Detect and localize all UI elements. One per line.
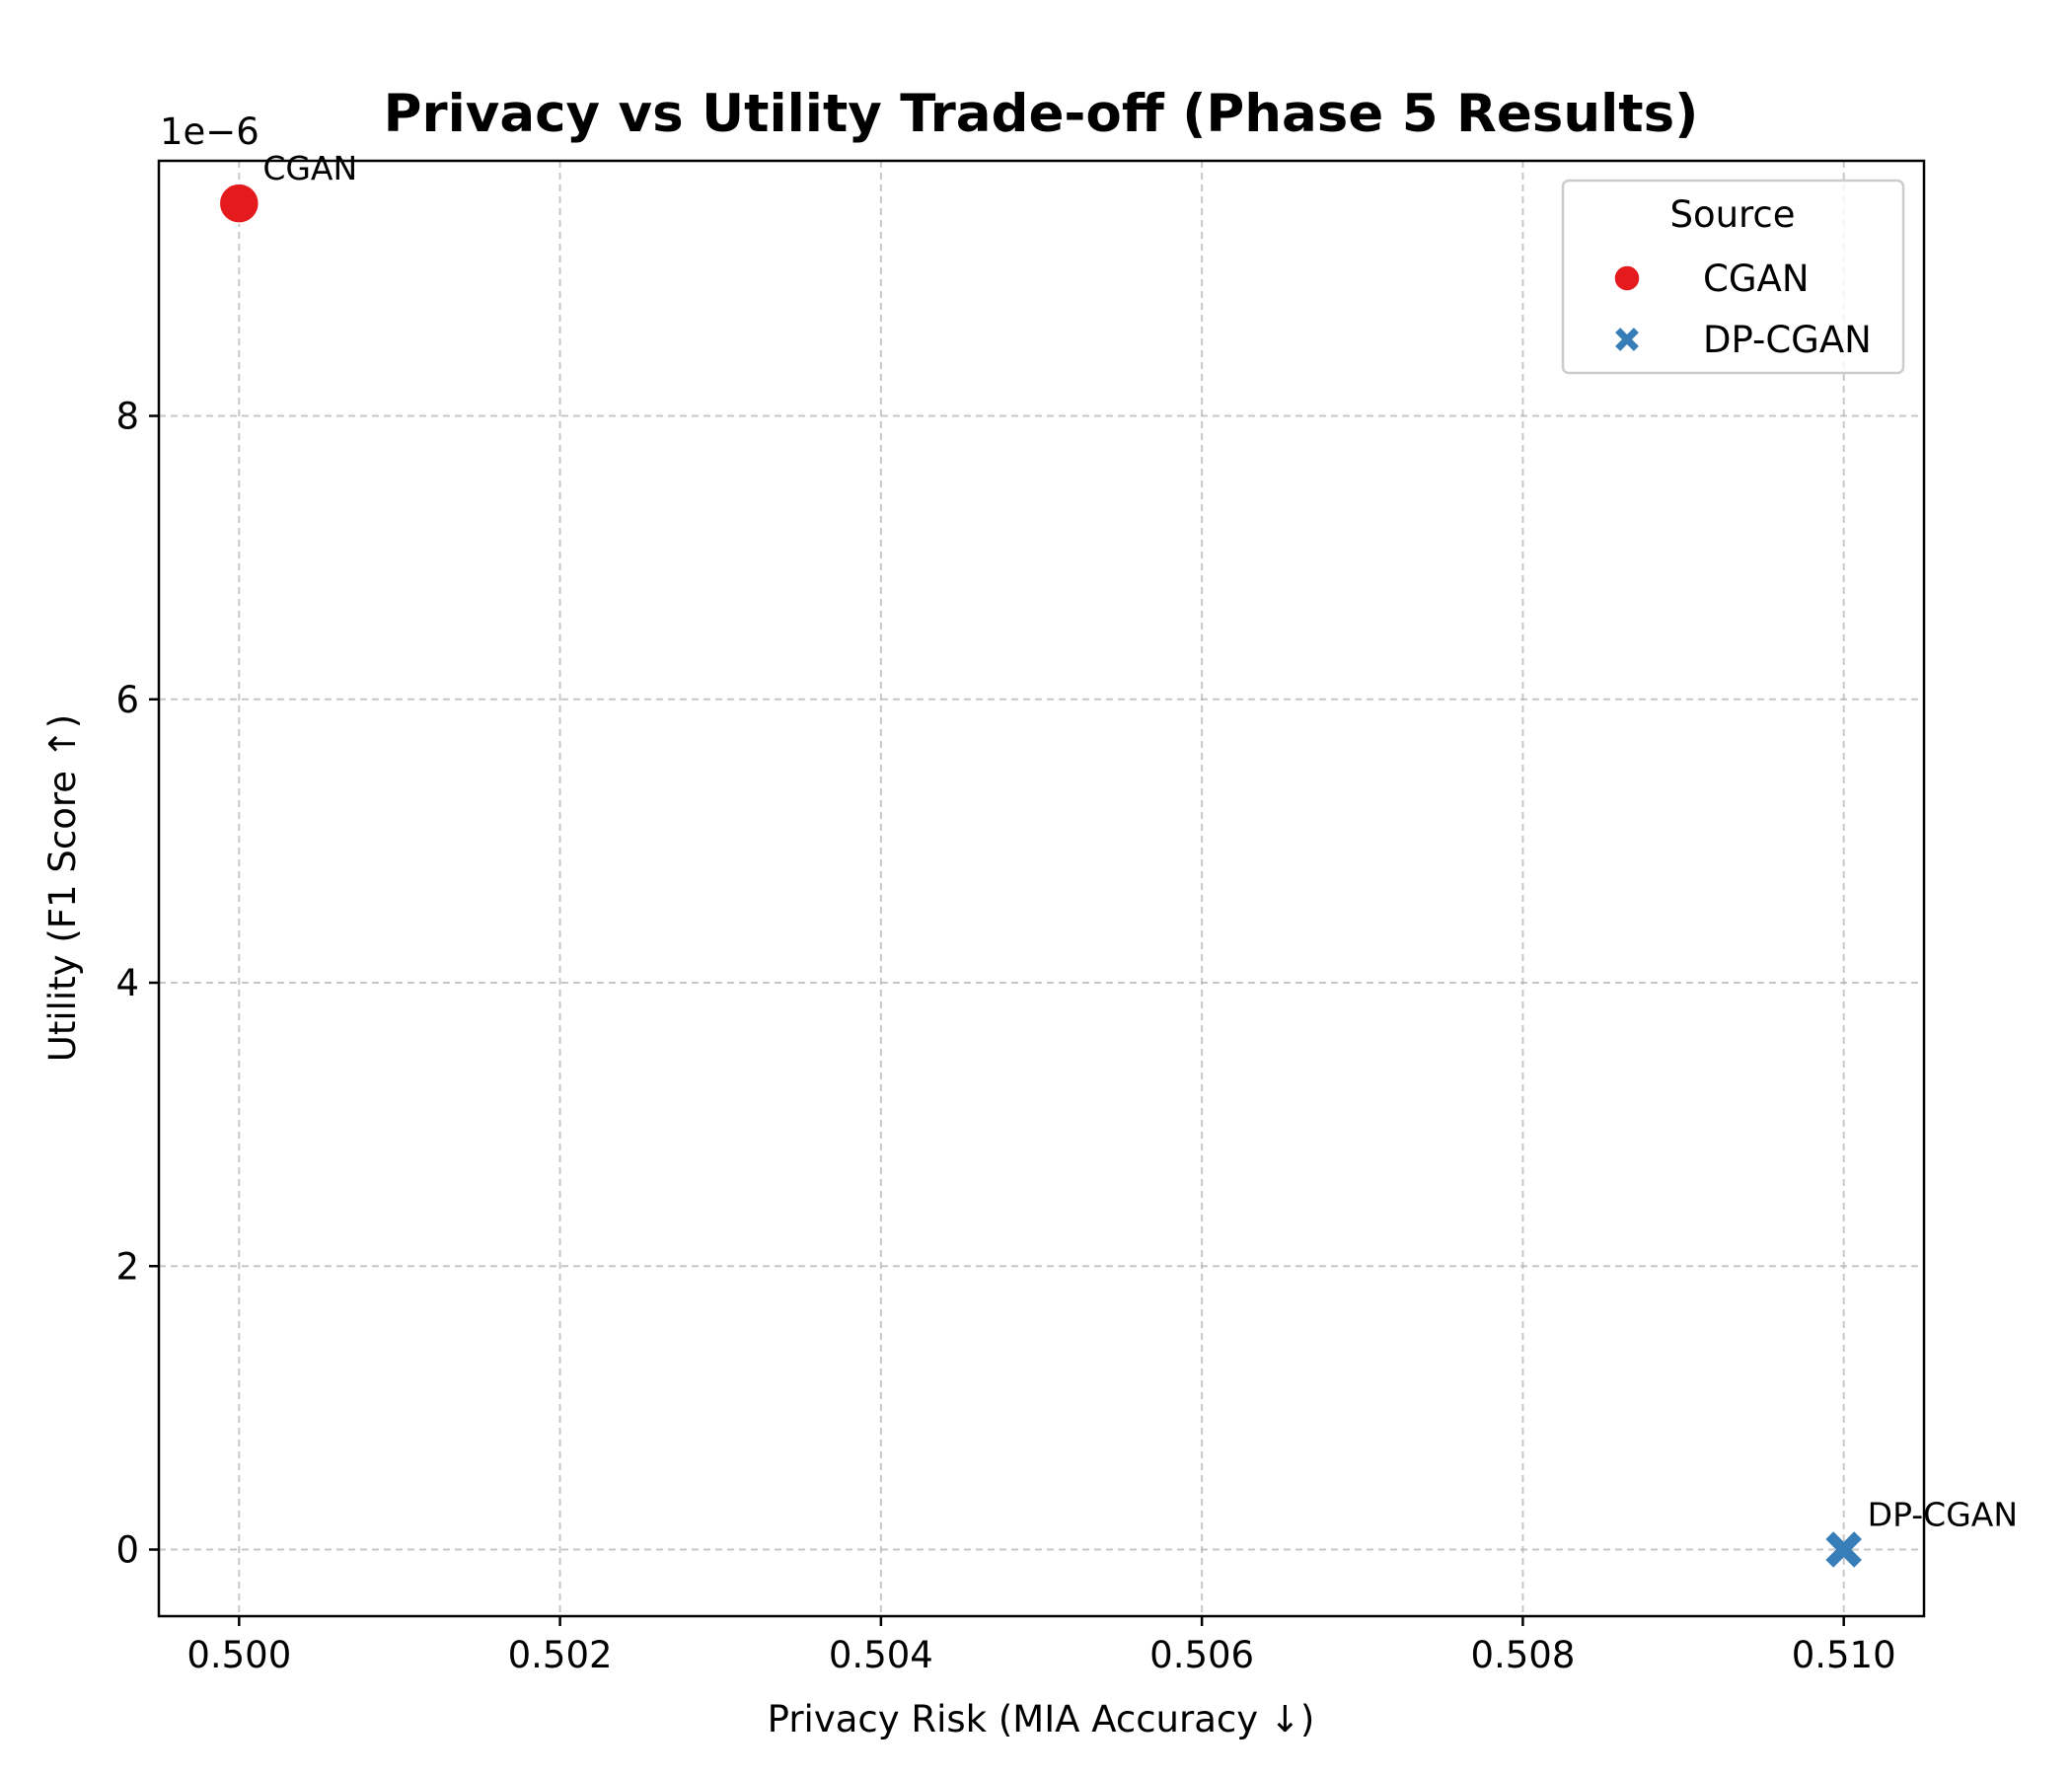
grid-lines (159, 161, 1924, 1616)
legend-marker-cgan (1613, 264, 1641, 292)
data-point-cgan (218, 183, 260, 224)
legend-title: Source (1669, 193, 1795, 236)
x-tick-label: 0.510 (1792, 1634, 1896, 1676)
x-axis-ticks: 0.500 0.502 0.504 0.506 0.508 0.510 (186, 1616, 1896, 1676)
y-axis-ticks: 0 2 4 6 8 (115, 396, 159, 1571)
legend-frame (1561, 179, 1905, 375)
plot-area-frame (157, 159, 1926, 1618)
legend-marker-dp-cgan (1615, 328, 1639, 351)
legend-entry-label: DP-CGAN (1703, 319, 1872, 361)
chart-title: Privacy vs Utility Trade-off (Phase 5 Re… (384, 84, 1699, 144)
x-tick-label: 0.508 (1470, 1634, 1575, 1676)
y-tick-label: 4 (115, 962, 139, 1004)
x-tick-label: 0.506 (1149, 1634, 1254, 1676)
y-axis-label: Utility (F1 Score ↑) (41, 714, 84, 1062)
point-annotation: DP-CGAN (1868, 1495, 2018, 1533)
y-tick-label: 8 (115, 396, 139, 438)
data-points: CGAN DP-CGAN (218, 149, 2018, 1568)
x-tick-label: 0.500 (186, 1634, 291, 1676)
data-point-dp-cgan (1825, 1531, 1862, 1568)
x-axis-label: Privacy Risk (MIA Accuracy ↓) (768, 1698, 1315, 1740)
legend: Source CGAN DP-CGAN (1561, 179, 1905, 375)
point-annotation: CGAN (262, 149, 357, 187)
y-tick-label: 6 (115, 679, 139, 721)
y-tick-label: 2 (115, 1245, 139, 1288)
x-tick-label: 0.502 (508, 1634, 613, 1676)
y-offset-label: 1e−6 (160, 111, 259, 153)
y-tick-label: 0 (115, 1528, 139, 1571)
legend-entry-label: CGAN (1703, 258, 1810, 300)
x-tick-label: 0.504 (829, 1634, 933, 1676)
